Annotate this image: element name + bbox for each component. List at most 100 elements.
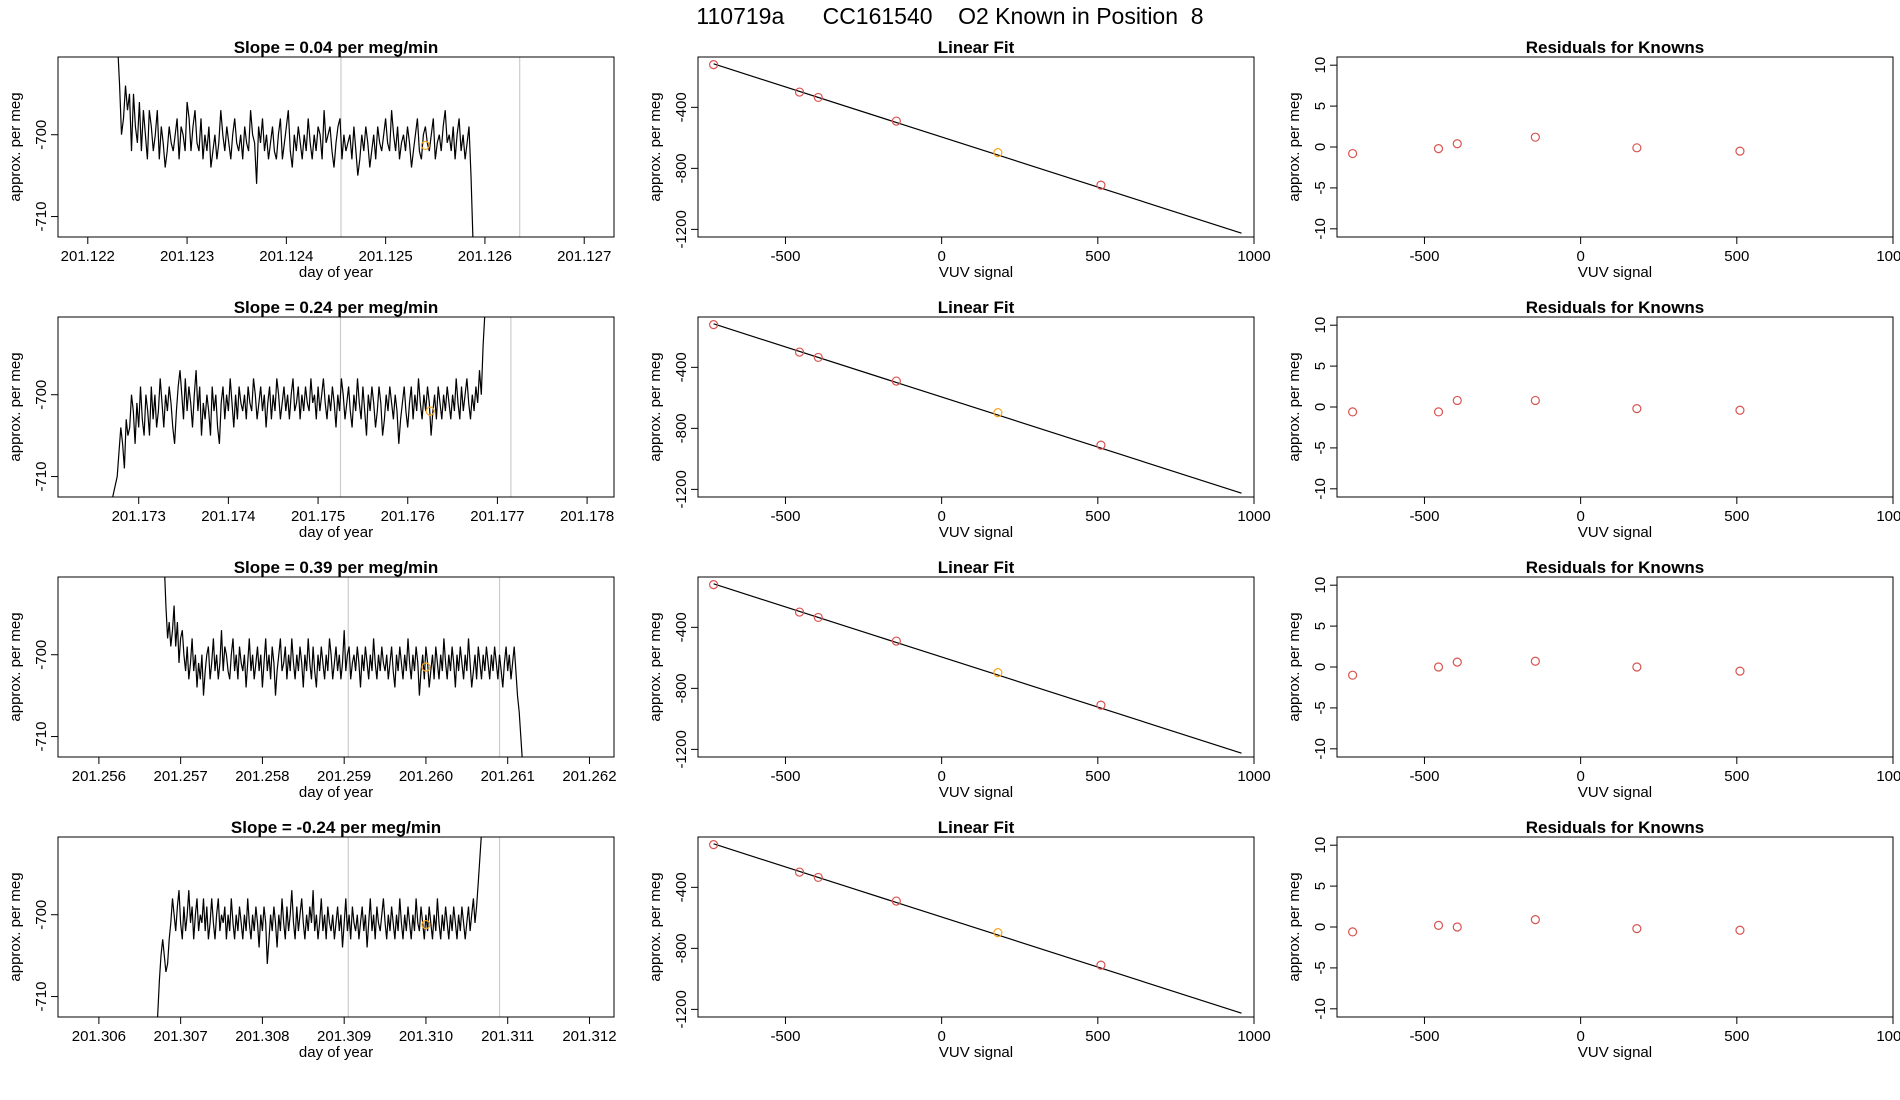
data-point xyxy=(1735,666,1745,676)
data-point xyxy=(1348,670,1358,680)
y-tick-label: -800 xyxy=(673,933,690,963)
plot-title: Slope = -0.24 per meg/min xyxy=(231,818,441,837)
x-tick-label: 201.312 xyxy=(562,1028,616,1045)
plot-panel-11: Linear Fit -500 0 500 1000 -400 -800 -1200 VUV s… xyxy=(647,818,1271,1061)
plot-frame xyxy=(1336,836,1894,1018)
x-axis-label: day of year xyxy=(299,1044,373,1061)
x-tick-label: -500 xyxy=(1409,768,1439,785)
plot-title: Residuals for Knowns xyxy=(1526,38,1705,57)
x-tick-label: 201.178 xyxy=(560,508,614,525)
plot-panel-2: Linear Fit -500 0 500 1000 -400 -800 -1200 VUV s… xyxy=(647,38,1271,281)
data-point xyxy=(1530,132,1540,142)
x-tick-label: 500 xyxy=(1085,248,1110,265)
x-axis-label: VUV signal xyxy=(939,1044,1013,1061)
plot-area xyxy=(709,60,1242,234)
x-tick-label: 500 xyxy=(1085,508,1110,525)
plot-panel-8: Linear Fit -500 0 500 1000 -400 -800 -1200 VUV s… xyxy=(647,558,1271,801)
fit-line xyxy=(713,583,1242,754)
data-point xyxy=(1735,146,1745,156)
x-tick-label: 0 xyxy=(937,1028,945,1045)
x-tick-label: 201.127 xyxy=(557,248,611,265)
plot-panel-6: Residuals for Knowns -500 0 500 1000 10 5 0 -5 -1… xyxy=(1286,298,1900,541)
y-tick-label: -400 xyxy=(673,352,690,382)
y-tick-label: -700 xyxy=(33,640,50,670)
fit-line xyxy=(713,843,1242,1014)
x-tick-label: 201.123 xyxy=(160,248,214,265)
x-tick-label: 201.124 xyxy=(259,248,313,265)
plot-title: Slope = 0.39 per meg/min xyxy=(234,558,439,577)
plot-frame xyxy=(57,56,615,238)
x-axis-label: VUV signal xyxy=(1578,264,1652,281)
x-tick-label: 0 xyxy=(937,508,945,525)
y-tick-label: -10 xyxy=(1312,218,1329,240)
plot-frame xyxy=(1336,576,1894,758)
data-point xyxy=(1433,407,1444,417)
x-tick-label: 1000 xyxy=(1237,768,1270,785)
data-point xyxy=(1452,922,1462,932)
plot-area xyxy=(1348,395,1745,417)
y-tick-label: -5 xyxy=(1312,961,1329,974)
y-tick-label: 10 xyxy=(1312,317,1329,334)
plot-panel-3: Residuals for Knowns -500 0 500 1000 10 5 0 -5 -1… xyxy=(1286,38,1900,281)
x-tick-label: 1000 xyxy=(1237,1028,1270,1045)
data-point xyxy=(813,612,823,623)
data-point xyxy=(1096,700,1106,710)
series-line xyxy=(112,317,486,497)
fit-line xyxy=(713,323,1242,494)
data-point xyxy=(1530,395,1540,406)
data-point xyxy=(891,116,901,126)
plot-area xyxy=(164,577,523,757)
data-point xyxy=(1096,180,1106,190)
plot-title: Linear Fit xyxy=(938,38,1015,57)
data-point xyxy=(1348,927,1358,937)
x-tick-label: 201.259 xyxy=(317,768,371,785)
y-tick-label: -700 xyxy=(33,380,50,410)
plot-frame xyxy=(57,836,615,1018)
x-tick-label: 500 xyxy=(1085,1028,1110,1045)
x-tick-label: 201.306 xyxy=(72,1028,126,1045)
x-tick-label: 0 xyxy=(1576,768,1584,785)
x-tick-label: 201.256 xyxy=(72,768,126,785)
data-point xyxy=(794,607,805,617)
plot-title: Residuals for Knowns xyxy=(1526,558,1705,577)
data-point xyxy=(1433,920,1444,930)
x-tick-label: 201.175 xyxy=(291,508,345,525)
plot-panel-5: Linear Fit -500 0 500 1000 -400 -800 -1200 VUV s… xyxy=(647,298,1271,541)
y-tick-label: -700 xyxy=(33,120,50,150)
y-tick-label: -400 xyxy=(673,872,690,902)
plot-area xyxy=(1348,915,1745,937)
y-tick-label: -10 xyxy=(1312,998,1329,1020)
data-point xyxy=(813,92,823,103)
y-tick-label: -5 xyxy=(1312,441,1329,454)
plot-frame xyxy=(1336,316,1894,498)
x-tick-label: 0 xyxy=(937,248,945,265)
y-tick-label: -710 xyxy=(33,202,50,232)
x-tick-label: 201.177 xyxy=(470,508,524,525)
y-axis-label: approx. per meg xyxy=(1286,92,1303,201)
y-axis-label: approx. per meg xyxy=(647,352,664,461)
x-tick-label: 201.308 xyxy=(235,1028,289,1045)
plot-frame xyxy=(57,576,615,758)
data-point xyxy=(891,636,901,646)
y-tick-label: -1200 xyxy=(673,990,690,1028)
data-point xyxy=(709,320,719,330)
x-axis-label: VUV signal xyxy=(1578,524,1652,541)
plot-frame xyxy=(697,316,1255,498)
plot-panel-1: Slope = 0.04 per meg/min 201.122 201.123 20… xyxy=(7,38,615,281)
x-axis-label: VUV signal xyxy=(939,524,1013,541)
x-axis-label: VUV signal xyxy=(1578,1044,1652,1061)
plot-area xyxy=(709,840,1242,1014)
data-point xyxy=(1735,925,1745,935)
plot-area xyxy=(156,837,501,1017)
y-tick-label: -1200 xyxy=(673,210,690,248)
x-tick-label: 1000 xyxy=(1876,248,1900,265)
x-tick-label: 201.122 xyxy=(61,248,115,265)
plot-frame xyxy=(697,836,1255,1018)
x-tick-label: 201.258 xyxy=(235,768,289,785)
y-axis-label: approx. per meg xyxy=(7,612,24,721)
data-point xyxy=(1433,144,1444,154)
y-tick-label: 0 xyxy=(1312,663,1329,671)
x-tick-label: 0 xyxy=(937,768,945,785)
y-tick-label: -800 xyxy=(673,153,690,183)
plot-title: Slope = 0.04 per meg/min xyxy=(234,38,439,57)
